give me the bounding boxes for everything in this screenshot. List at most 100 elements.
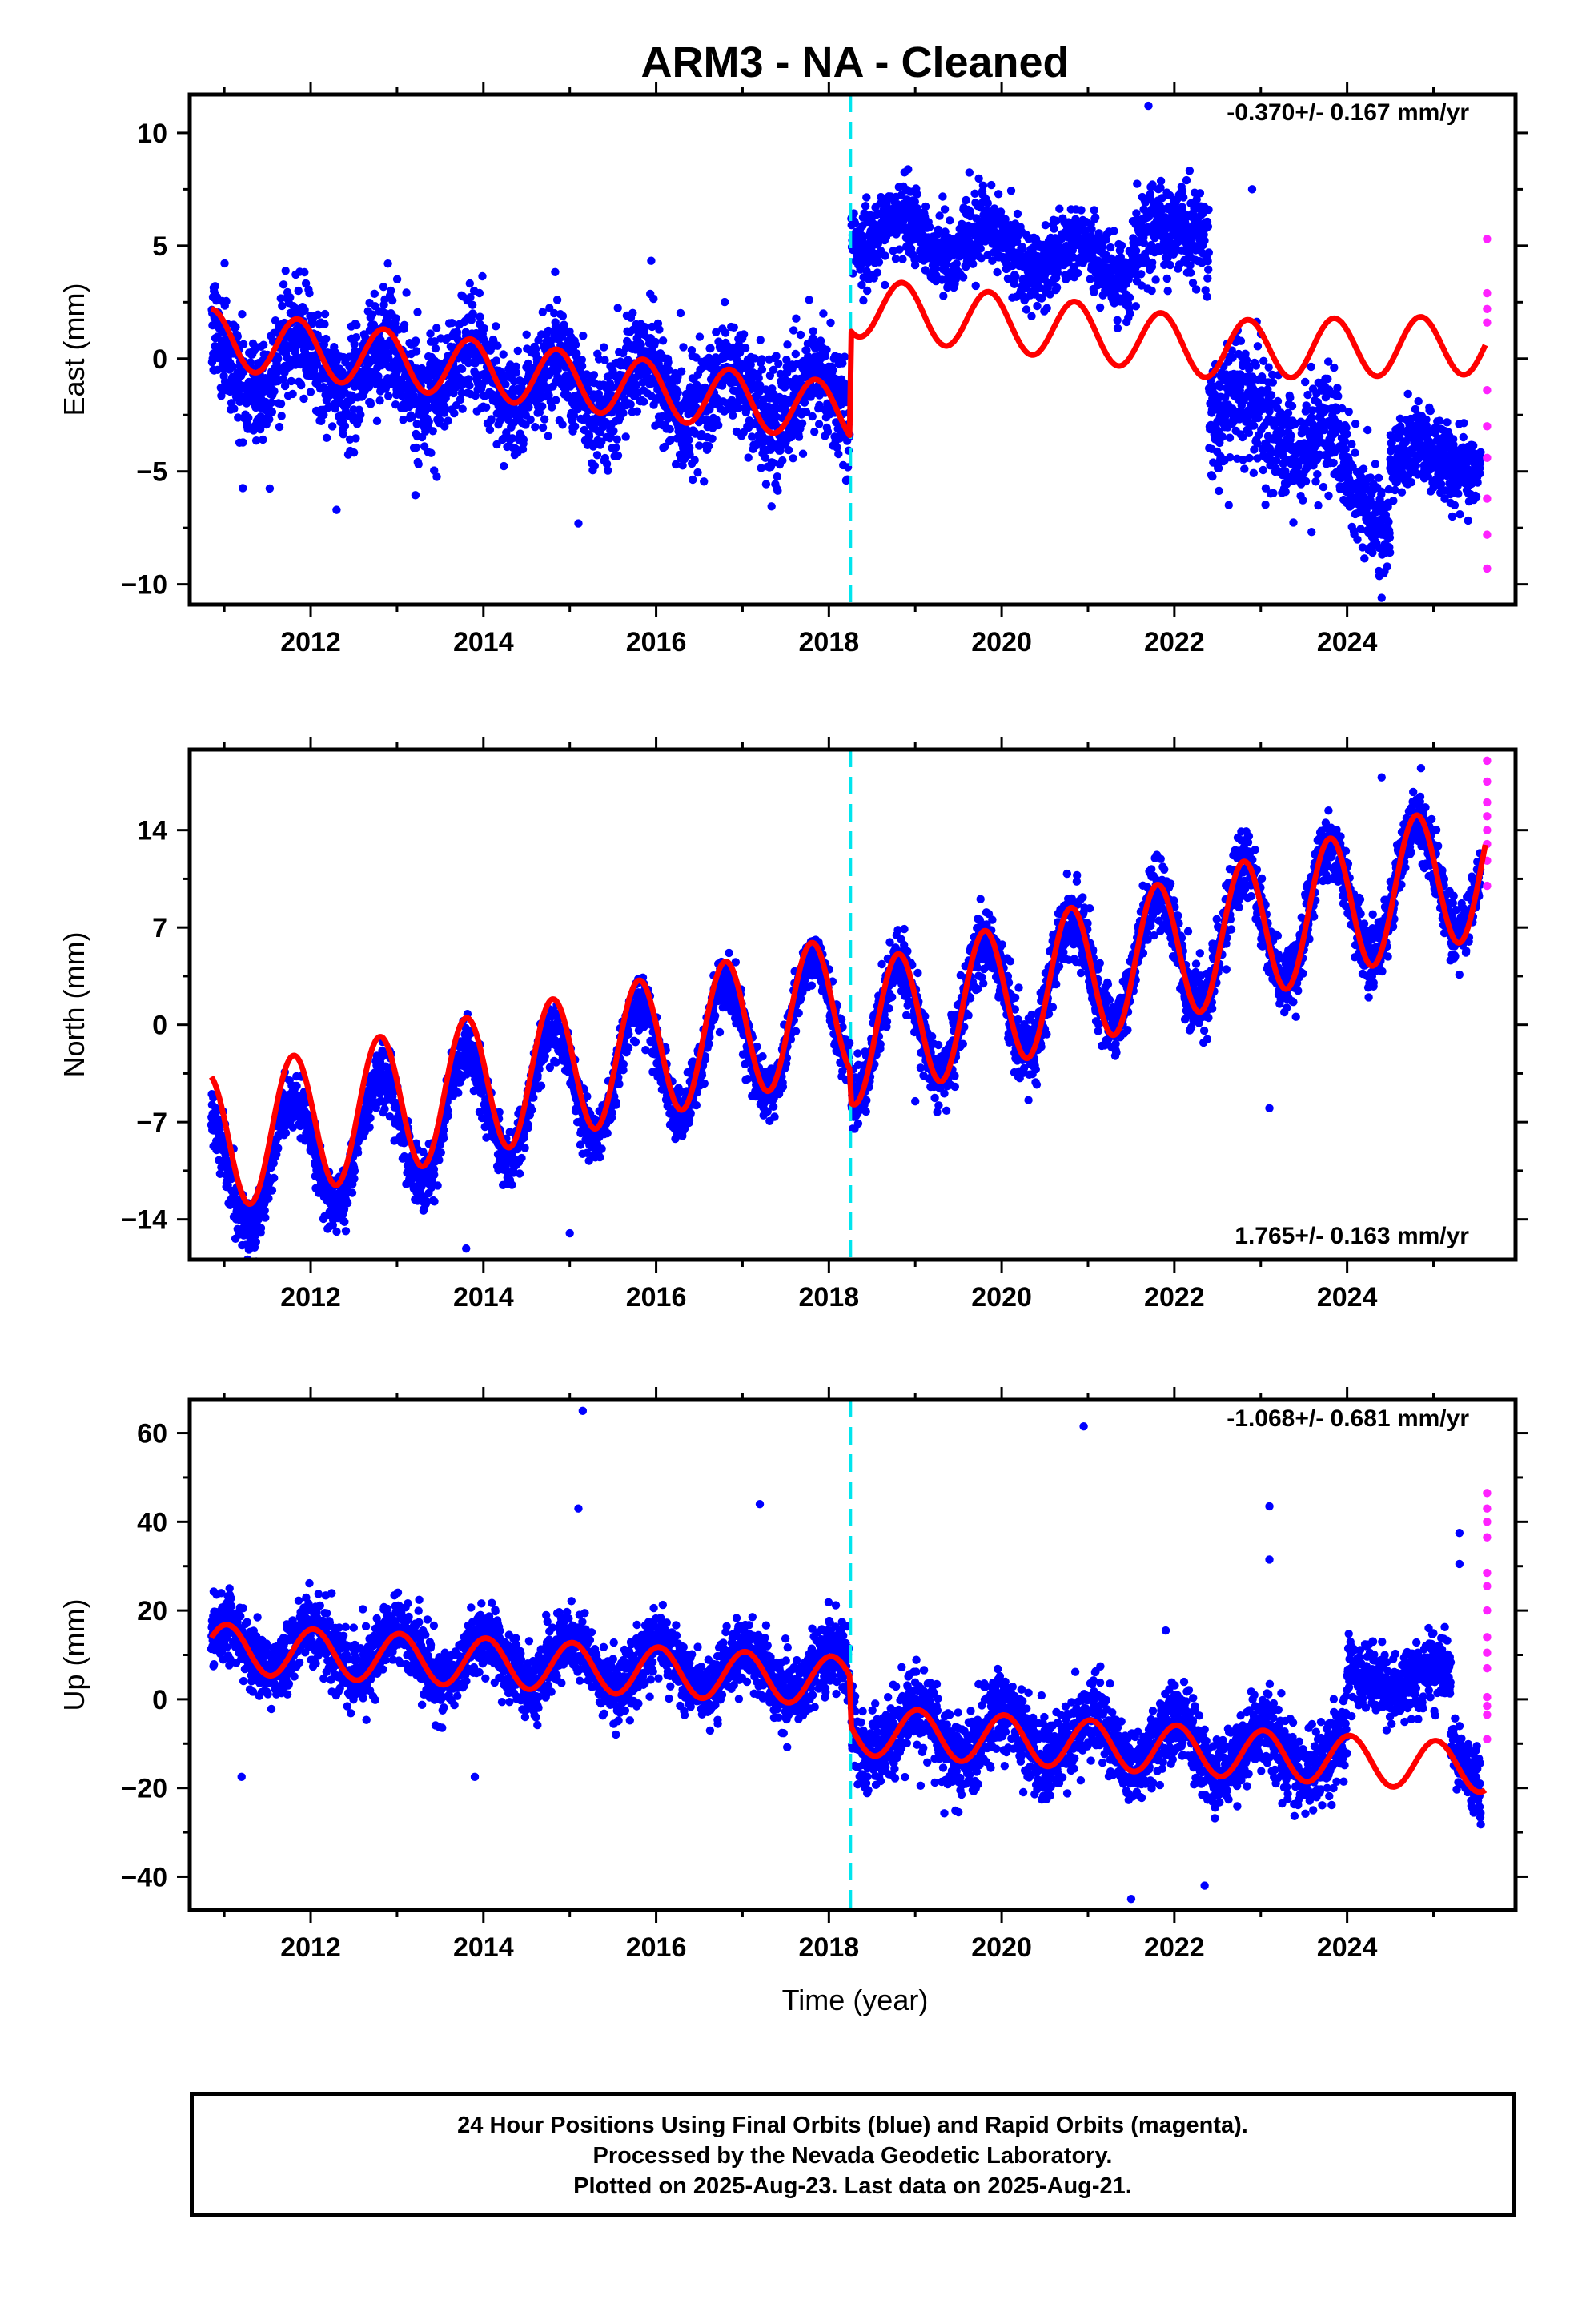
final-orbit-point (222, 296, 231, 306)
final-orbit-point (286, 293, 295, 302)
final-orbit-point (558, 420, 567, 429)
final-orbit-point (349, 448, 359, 457)
final-orbit-point (1191, 285, 1201, 294)
final-orbit-point (695, 332, 705, 341)
final-orbit-point (276, 400, 286, 408)
final-orbit-point (372, 416, 382, 425)
final-orbit-point (452, 328, 462, 336)
final-orbit-point (613, 451, 623, 460)
final-orbit-point (1132, 209, 1141, 218)
final-orbit-point (1331, 428, 1339, 437)
final-orbit-point (1117, 241, 1126, 250)
final-orbit-point (1401, 438, 1411, 447)
final-orbit-point (1377, 487, 1386, 496)
final-orbit-point (781, 383, 789, 392)
final-orbit-point (277, 412, 286, 420)
final-orbit-point (632, 380, 641, 389)
final-orbit-point (456, 395, 465, 404)
final-orbit-point (1027, 312, 1036, 320)
final-orbit-point (538, 308, 547, 316)
final-orbit-point (1334, 419, 1343, 428)
final-orbit-point (1356, 525, 1365, 533)
final-orbit-point (487, 415, 496, 424)
final-orbit-point (600, 343, 608, 352)
final-orbit-point (971, 281, 980, 291)
final-orbit-point (977, 254, 986, 263)
final-orbit-point (1113, 316, 1122, 324)
final-orbit-point (468, 300, 477, 309)
final-orbit-point (690, 456, 699, 464)
final-orbit-point (1033, 301, 1042, 311)
final-orbit-point (1389, 497, 1398, 505)
final-orbit-point (600, 356, 609, 364)
final-orbit-point (742, 404, 751, 413)
final-orbit-point (1347, 440, 1356, 448)
final-orbit-point (1414, 396, 1423, 406)
final-orbit-point (658, 336, 668, 345)
final-orbit-point (1411, 404, 1420, 414)
final-orbit-point (1280, 445, 1289, 454)
final-orbit-point (314, 310, 323, 319)
final-orbit-point (259, 340, 268, 349)
final-orbit-point (1226, 453, 1235, 462)
final-orbit-point (572, 349, 581, 358)
final-orbit-point (280, 381, 290, 391)
final-orbit-point (881, 251, 889, 260)
final-orbit-point (976, 244, 985, 253)
final-orbit-point (465, 381, 474, 390)
final-orbit-point (761, 453, 770, 462)
final-orbit-point (1307, 528, 1316, 537)
final-orbit-point (1110, 227, 1118, 235)
final-orbit-point (370, 289, 379, 298)
final-orbit-point (322, 334, 331, 344)
final-orbit-point (873, 268, 882, 277)
final-orbit-point (822, 345, 831, 354)
final-orbit-point (931, 264, 941, 273)
final-orbit-point (789, 454, 797, 463)
final-orbit-point (1131, 302, 1141, 311)
final-orbit-point (508, 434, 517, 443)
final-orbit-point (588, 442, 598, 451)
final-orbit-point (1443, 418, 1452, 427)
final-orbit-point (558, 312, 568, 320)
final-orbit-point (784, 445, 793, 455)
final-orbit-point (744, 453, 753, 462)
final-orbit-point (238, 310, 247, 319)
final-orbit-point (1303, 390, 1312, 400)
final-orbit-point (1323, 374, 1332, 384)
final-orbit-point (910, 197, 920, 207)
final-orbit-point (322, 433, 331, 442)
final-orbit-point (457, 364, 467, 373)
final-orbit-point (350, 340, 359, 348)
y-axis-label: East (mm) (58, 283, 90, 416)
final-orbit-point (579, 332, 588, 340)
final-orbit-point (432, 472, 441, 481)
final-orbit-point (1250, 445, 1259, 454)
final-orbit-point (1095, 303, 1105, 312)
final-orbit-point (367, 310, 377, 319)
final-orbit-point (430, 337, 439, 346)
final-orbit-point (767, 502, 776, 511)
final-orbit-point (1450, 501, 1460, 509)
final-orbit-point (1156, 183, 1165, 192)
final-orbit-point (965, 168, 974, 177)
final-orbit-point (388, 296, 397, 305)
final-orbit-point (1195, 189, 1205, 198)
final-orbit-point (739, 330, 749, 339)
final-orbit-point (476, 312, 484, 321)
final-orbit-point (721, 328, 730, 337)
final-orbit-point (1215, 486, 1223, 496)
final-orbit-point (889, 247, 897, 255)
final-orbit-point (352, 320, 361, 330)
final-orbit-point (1204, 248, 1214, 257)
final-orbit-point (317, 416, 326, 425)
final-orbit-point (391, 314, 400, 323)
final-orbit-point (1035, 283, 1045, 292)
final-orbit-point (819, 309, 828, 318)
final-orbit-point (538, 423, 548, 432)
final-orbit-point (1238, 432, 1247, 442)
final-orbit-point (874, 258, 884, 267)
final-orbit-point (1384, 485, 1394, 494)
final-orbit-point (700, 477, 709, 486)
final-orbit-point (426, 329, 435, 338)
